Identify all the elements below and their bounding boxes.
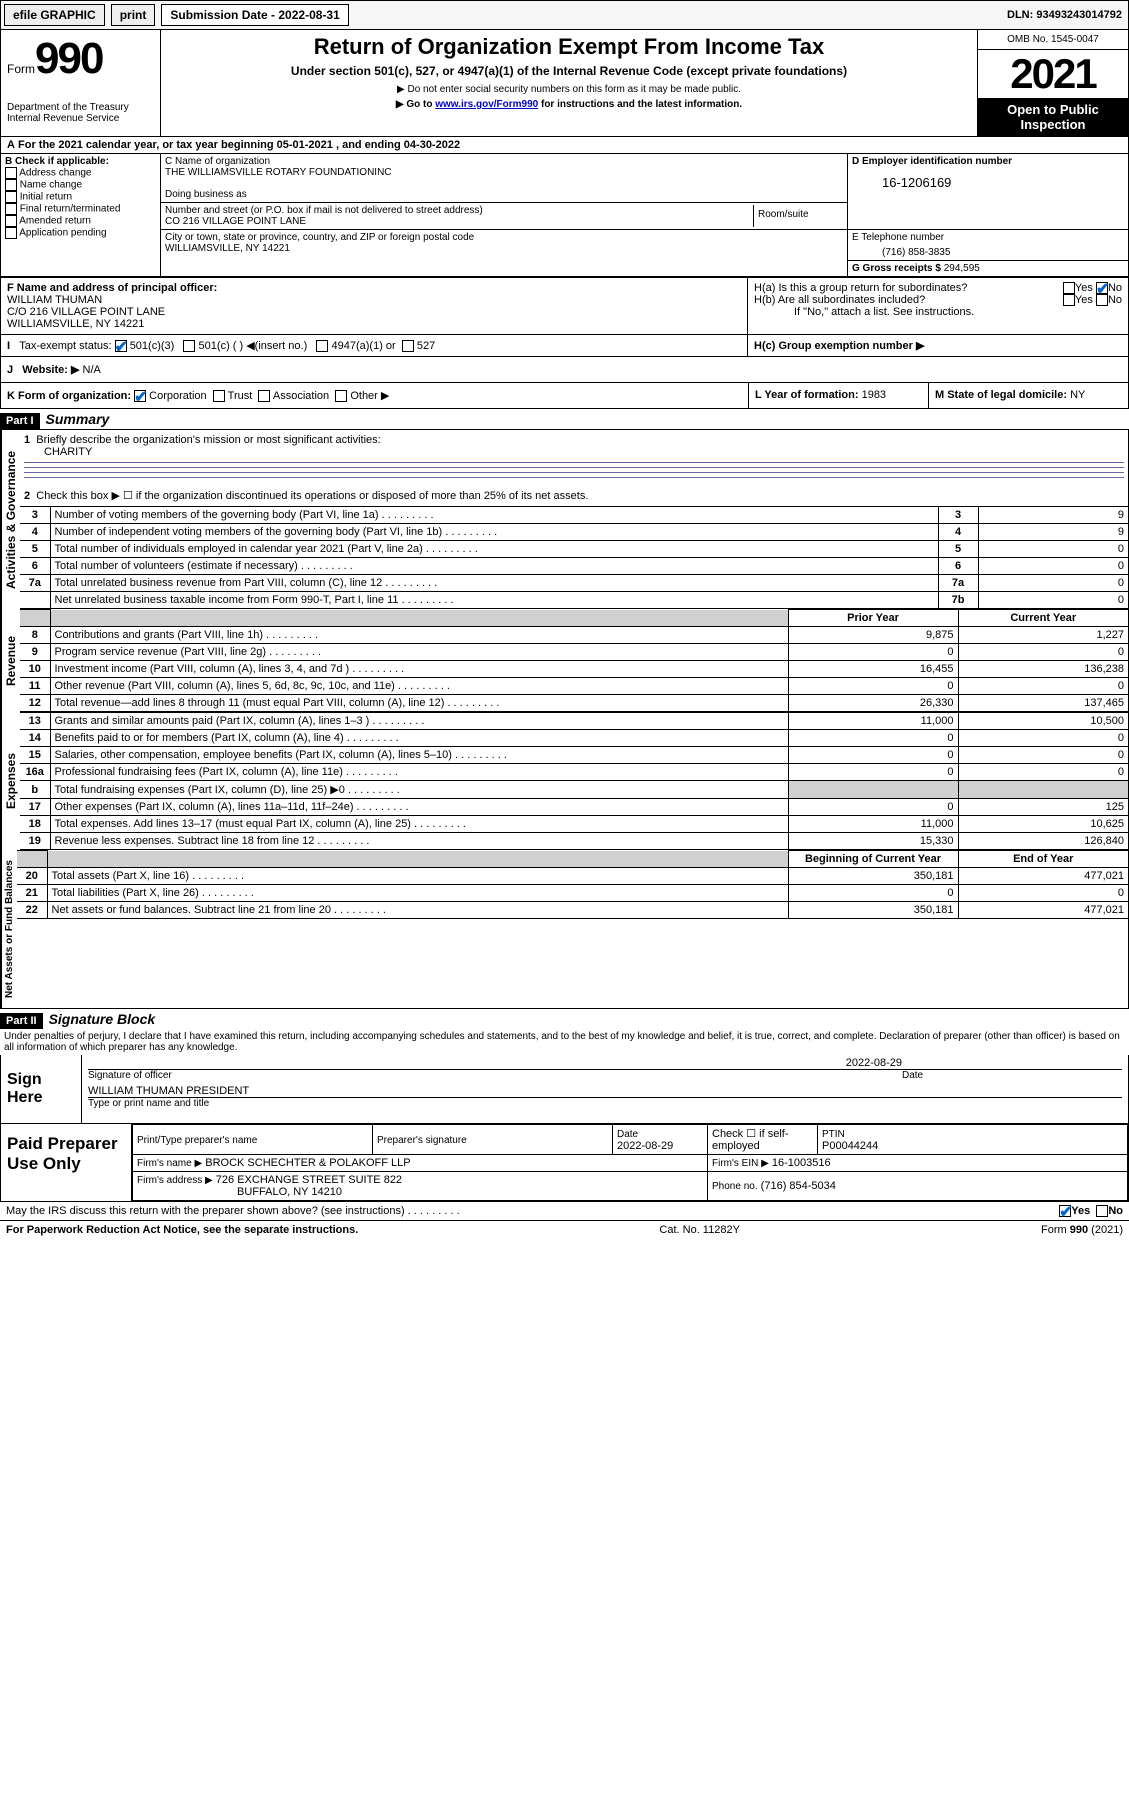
box-i: I Tax-exempt status: 501(c)(3) 501(c) ( … (1, 335, 748, 356)
discuss-row: May the IRS discuss this return with the… (0, 1202, 1129, 1220)
print-button[interactable]: print (111, 4, 156, 26)
netassets-block: Net Assets or Fund Balances Beginning of… (0, 850, 1129, 1009)
open-public: Open to Public Inspection (978, 98, 1128, 136)
box-b: B Check if applicable: Address change Na… (1, 154, 161, 277)
ein: 16-1206169 (882, 175, 1124, 190)
note-goto: ▶ Go to www.irs.gov/Form990 for instruct… (167, 99, 971, 110)
box-h: H(a) Is this a group return for subordin… (748, 278, 1128, 334)
box-k: K Form of organization: Corporation Trus… (1, 383, 748, 408)
pra-notice: For Paperwork Reduction Act Notice, see … (6, 1224, 358, 1236)
box-b-item[interactable]: Final return/terminated (5, 203, 156, 215)
irs-link[interactable]: www.irs.gov/Form990 (435, 99, 538, 110)
part-i-body: Activities & Governance 1 Briefly descri… (0, 429, 1129, 609)
submission-date: Submission Date - 2022-08-31 (161, 4, 348, 26)
klm-row: K Form of organization: Corporation Trus… (0, 383, 1129, 409)
sign-here-block: Sign Here 2022-08-29 Signature of office… (0, 1055, 1129, 1124)
year-cell: OMB No. 1545-0047 2021 Open to Public In… (978, 30, 1128, 137)
dept-treasury: Department of the Treasury Internal Reve… (7, 102, 154, 124)
box-b-item[interactable]: Application pending (5, 227, 156, 239)
revenue-table: Prior Year Current Year8 Contributions a… (20, 609, 1128, 712)
dln: DLN: 93493243014792 (1001, 9, 1128, 21)
box-b-item[interactable]: Initial return (5, 191, 156, 203)
phone: (716) 858-3835 (882, 247, 1124, 258)
org-name: THE WILLIAMSVILLE ROTARY FOUNDATIONINC (165, 167, 392, 178)
form-header: Form990 Department of the Treasury Inter… (0, 30, 1129, 137)
officer-name: WILLIAM THUMAN PRESIDENT (88, 1085, 1122, 1098)
topbar: efile GRAPHIC print Submission Date - 20… (0, 0, 1129, 30)
form-subtitle: Under section 501(c), 527, or 4947(a)(1)… (167, 64, 971, 78)
box-d: D Employer identification number 16-1206… (848, 154, 1128, 230)
omb: OMB No. 1545-0047 (978, 30, 1128, 50)
form-number-cell: Form990 Department of the Treasury Inter… (1, 30, 161, 137)
tax-period-row: A For the 2021 calendar year, or tax yea… (0, 137, 1129, 154)
mission-text: CHARITY (44, 446, 92, 458)
sig-date-val: 2022-08-29 (88, 1057, 1122, 1070)
side-netassets: Net Assets or Fund Balances (1, 850, 17, 1008)
tax-year: 2021 (978, 50, 1128, 98)
info-grid: B Check if applicable: Address change Na… (0, 154, 1129, 278)
501c3-check[interactable] (115, 340, 127, 352)
perjury-declaration: Under penalties of perjury, I declare th… (0, 1029, 1129, 1055)
side-revenue: Revenue (1, 609, 20, 712)
expenses-block: Expenses 13 Grants and similar amounts p… (0, 712, 1129, 850)
page-footer: For Paperwork Reduction Act Notice, see … (0, 1220, 1129, 1239)
box-e: E Telephone number (716) 858-3835 (848, 230, 1128, 261)
netassets-table: Beginning of Current Year End of Year20 … (17, 850, 1128, 919)
part-ii-header: Part IISignature Block (0, 1009, 1129, 1029)
box-f: F Name and address of principal officer:… (1, 278, 748, 334)
box-m: M State of legal domicile: NY (928, 383, 1128, 408)
revenue-block: Revenue Prior Year Current Year8 Contrib… (0, 609, 1129, 712)
q1: 1 Briefly describe the organization's mi… (20, 430, 1128, 485)
box-j: J Website: ▶ N/A (1, 357, 1128, 382)
discuss-no-check[interactable] (1096, 1205, 1108, 1217)
box-b-item[interactable]: Amended return (5, 215, 156, 227)
form-prefix: Form (7, 62, 35, 76)
fhij-block: F Name and address of principal officer:… (0, 278, 1129, 383)
expenses-table: 13 Grants and similar amounts paid (Part… (20, 712, 1128, 850)
cat-no: Cat. No. 11282Y (659, 1224, 740, 1236)
form-ref: Form 990 (2021) (1041, 1224, 1123, 1236)
side-activities: Activities & Governance (1, 430, 20, 609)
gross-receipts: 294,595 (944, 263, 980, 274)
box-c-name: C Name of organization THE WILLIAMSVILLE… (161, 154, 848, 203)
sign-here: Sign Here (1, 1055, 81, 1123)
part-i-header: Part ISummary (0, 409, 1129, 429)
paid-preparer-block: Paid Preparer Use Only Print/Type prepar… (0, 1124, 1129, 1202)
room-suite: Room/suite (753, 205, 843, 227)
form-990: 990 (35, 34, 102, 83)
side-expenses: Expenses (1, 712, 20, 850)
title-cell: Return of Organization Exempt From Incom… (161, 30, 978, 137)
q2: 2 Check this box ▶ ☐ if the organization… (20, 485, 1128, 506)
discuss-yes-check[interactable] (1059, 1205, 1071, 1217)
box-c-street: Number and street (or P.O. box if mail i… (161, 203, 848, 230)
box-c-city: City or town, state or province, country… (161, 230, 848, 277)
box-g: G Gross receipts $ 294,595 (848, 261, 1128, 277)
paid-preparer-label: Paid Preparer Use Only (1, 1124, 131, 1201)
note-ssn: ▶ Do not enter social security numbers o… (167, 84, 971, 95)
box-b-item[interactable]: Address change (5, 167, 156, 179)
box-l: L Year of formation: 1983 (748, 383, 928, 408)
box-b-item[interactable]: Name change (5, 179, 156, 191)
efile-graphic-button[interactable]: efile GRAPHIC (4, 4, 105, 26)
form-title: Return of Organization Exempt From Incom… (167, 34, 971, 60)
box-hc: H(c) Group exemption number ▶ (748, 335, 1128, 356)
governance-table: 3 Number of voting members of the govern… (20, 506, 1128, 609)
